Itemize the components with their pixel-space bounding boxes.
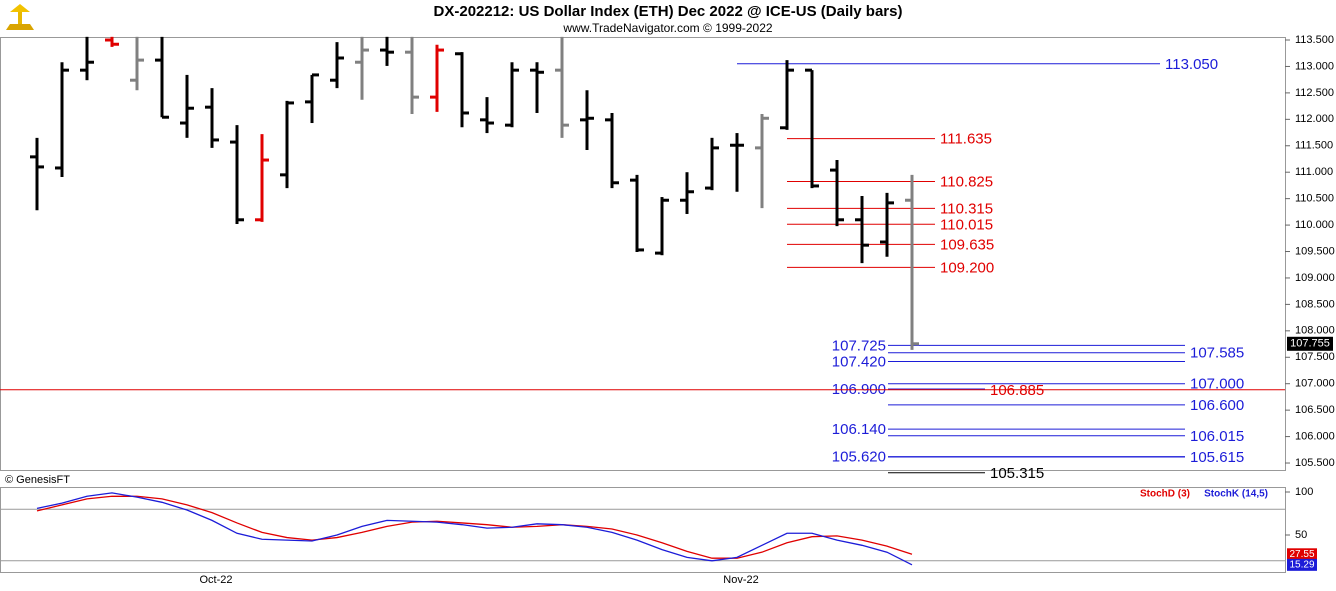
y-tick-label: 110.500 — [1295, 193, 1334, 205]
x-tick-label: Nov-22 — [723, 574, 758, 586]
logo — [6, 4, 34, 30]
y-tick-label: 109.000 — [1295, 272, 1335, 284]
level-label: 107.585 — [1190, 345, 1244, 362]
level-label: 106.600 — [1190, 397, 1244, 414]
y-tick-label: 113.000 — [1295, 60, 1334, 72]
last-value-box — [1287, 548, 1317, 561]
legend-label: StochK (14,5) — [1204, 489, 1268, 500]
last-price-box — [1287, 336, 1333, 351]
last-price-label: 107.755 — [1290, 338, 1330, 350]
level-label: 107.000 — [1190, 376, 1244, 393]
stoch-panel-frame — [0, 487, 1286, 573]
y-tick-label: 108.000 — [1295, 325, 1335, 337]
level-label: 105.620 — [832, 449, 886, 466]
level-label: 113.050 — [1165, 56, 1218, 73]
source-note: © GenesisFT — [5, 474, 70, 486]
level-label: 107.725 — [832, 337, 886, 354]
x-tick-label: Oct-22 — [199, 574, 232, 586]
level-label: 110.015 — [940, 216, 993, 233]
legend-label: StochD (3) — [1140, 489, 1190, 500]
level-label: 109.200 — [940, 259, 994, 276]
y-tick-label: 111.500 — [1295, 140, 1333, 152]
level-label: 107.420 — [832, 353, 886, 370]
level-label: 111.635 — [940, 131, 992, 148]
y-tick-label: 107.500 — [1295, 351, 1335, 363]
y-tick-label: 107.000 — [1295, 378, 1335, 390]
y-tick-label: 112.000 — [1295, 113, 1334, 125]
y-tick-label: 112.500 — [1295, 87, 1334, 99]
level-label: 110.315 — [940, 200, 993, 217]
y-tick-label: 113.500 — [1295, 34, 1334, 46]
level-label: 106.140 — [832, 421, 886, 438]
price-panel-frame — [0, 37, 1286, 471]
stoch-line — [36, 492, 913, 566]
y-tick-label: 100 — [1295, 486, 1313, 498]
level-label: 106.885 — [990, 382, 1044, 399]
y-tick-label: 111.000 — [1295, 166, 1333, 178]
chart-subtitle: www.TradeNavigator.com © 1999-2022 — [562, 21, 772, 35]
level-label: 105.615 — [1190, 449, 1244, 466]
stoch-line — [36, 495, 913, 559]
last-value-box — [1287, 558, 1317, 571]
y-tick-label: 50 — [1295, 529, 1307, 541]
level-label: 110.825 — [940, 173, 993, 190]
y-tick-label: 110.000 — [1295, 219, 1334, 231]
level-label: 105.315 — [990, 465, 1044, 482]
y-tick-label: 106.000 — [1295, 430, 1335, 442]
last-value-label: 27.55 — [1289, 549, 1314, 560]
level-label: 106.015 — [1190, 428, 1244, 445]
chart-title: DX-202212: US Dollar Index (ETH) Dec 202… — [434, 3, 903, 20]
y-tick-label: 109.500 — [1295, 245, 1335, 257]
y-tick-label: 108.500 — [1295, 298, 1335, 310]
y-tick-label: 105.500 — [1295, 457, 1335, 469]
level-label: 109.635 — [940, 236, 994, 253]
last-value-label: 15.29 — [1289, 559, 1314, 570]
y-tick-label: 106.500 — [1295, 404, 1335, 416]
